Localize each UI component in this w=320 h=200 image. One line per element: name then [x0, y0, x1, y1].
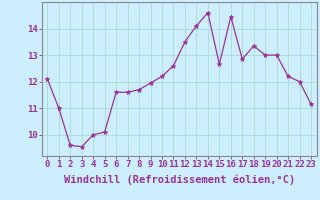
X-axis label: Windchill (Refroidissement éolien,°C): Windchill (Refroidissement éolien,°C) [64, 175, 295, 185]
